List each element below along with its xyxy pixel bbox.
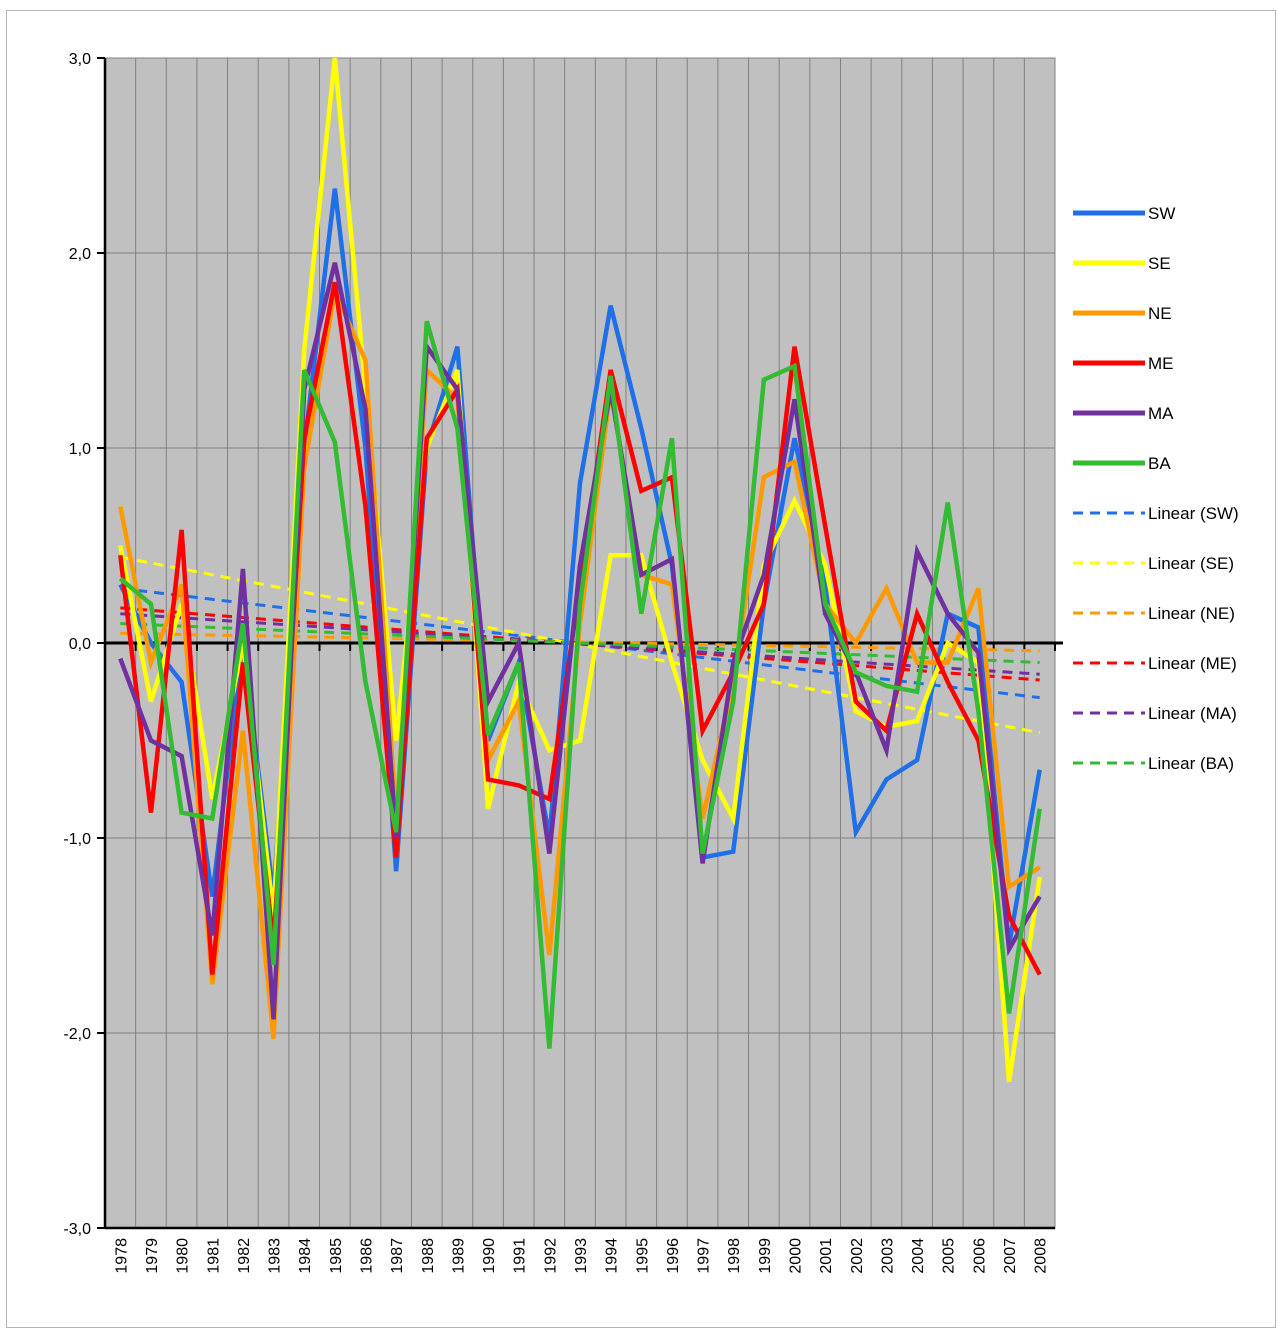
x-tick-label: 1981 xyxy=(205,1238,222,1274)
x-tick-label: 1996 xyxy=(665,1238,682,1274)
x-tick-label: 1988 xyxy=(420,1238,437,1274)
legend-label: Linear (MA) xyxy=(1148,704,1237,723)
legend-label: Linear (SE) xyxy=(1148,554,1234,573)
x-tick-label: 1990 xyxy=(481,1238,498,1274)
x-tick-label: 1982 xyxy=(236,1238,253,1274)
x-tick-label: 1993 xyxy=(573,1238,590,1274)
x-tick-label: 1984 xyxy=(297,1238,314,1274)
x-tick-label: 1983 xyxy=(267,1238,284,1274)
x-tick-label: 1989 xyxy=(450,1238,467,1274)
x-tick-label: 2002 xyxy=(849,1238,866,1274)
legend-label: MA xyxy=(1148,404,1174,423)
x-tick-label: 1992 xyxy=(542,1238,559,1274)
legend-label: NE xyxy=(1148,304,1172,323)
y-tick-label: 0,0 xyxy=(69,636,91,653)
x-tick-label: 2004 xyxy=(910,1238,927,1274)
x-tick-label: 1998 xyxy=(726,1238,743,1274)
x-tick-label: 2003 xyxy=(879,1238,896,1274)
x-tick-label: 1994 xyxy=(604,1238,621,1274)
x-tick-label: 1985 xyxy=(328,1238,345,1274)
x-tick-label: 1987 xyxy=(389,1238,406,1274)
legend-label: SE xyxy=(1148,254,1171,273)
x-tick-label: 1991 xyxy=(512,1238,529,1274)
y-tick-label: 3,0 xyxy=(69,51,91,68)
legend-label: Linear (NE) xyxy=(1148,604,1235,623)
x-tick-label: 1986 xyxy=(358,1238,375,1274)
y-tick-label: -1,0 xyxy=(63,831,91,848)
legend-label: Linear (ME) xyxy=(1148,654,1237,673)
y-tick-label: -2,0 xyxy=(63,1026,91,1043)
x-tick-label: 1995 xyxy=(634,1238,651,1274)
x-tick-label: 2005 xyxy=(941,1238,958,1274)
series-line-ma xyxy=(118,262,1042,1020)
x-tick-label: 2006 xyxy=(971,1238,988,1274)
legend-label: ME xyxy=(1148,354,1174,373)
x-tick-label: 2008 xyxy=(1033,1238,1050,1274)
y-tick-label: 1,0 xyxy=(69,441,91,458)
x-tick-label: 1978 xyxy=(113,1238,130,1274)
legend-label: Linear (BA) xyxy=(1148,754,1234,773)
x-tick-label: 1979 xyxy=(144,1238,161,1274)
y-tick-label: 2,0 xyxy=(69,246,91,263)
x-tick-label: 2007 xyxy=(1002,1238,1019,1274)
legend-label: SW xyxy=(1148,204,1175,223)
y-tick-label: -3,0 xyxy=(63,1221,91,1238)
x-tick-label: 2001 xyxy=(818,1238,835,1274)
x-tick-label: 1999 xyxy=(757,1238,774,1274)
x-tick-label: 2000 xyxy=(788,1238,805,1274)
series-line-ba xyxy=(118,320,1042,1049)
legend-label: BA xyxy=(1148,454,1171,473)
x-tick-label: 1997 xyxy=(696,1238,713,1274)
legend-label: Linear (SW) xyxy=(1148,504,1239,523)
x-tick-label: 1980 xyxy=(175,1238,192,1274)
